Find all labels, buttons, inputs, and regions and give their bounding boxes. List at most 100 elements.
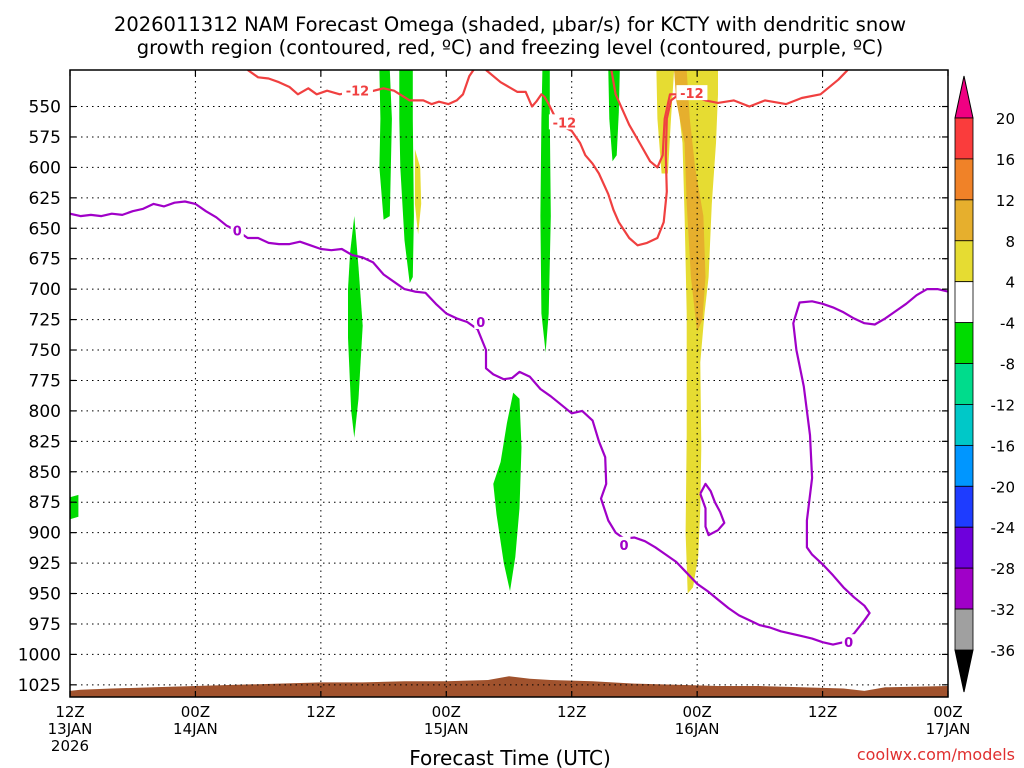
omega-region-rising-14jan-a	[348, 216, 363, 438]
colorbar-extend-bottom	[954, 649, 974, 693]
colorbar-tick-label: -32	[991, 601, 1016, 619]
x-tick-label-time: 00Z	[432, 703, 461, 721]
contour-freezing-level-4	[699, 482, 726, 537]
plot-background	[70, 70, 948, 697]
y-tick-label: 575	[29, 128, 61, 148]
colorbar-bin	[954, 608, 974, 651]
y-tick-label: 1000	[18, 645, 61, 665]
y-tick-label: 850	[29, 463, 61, 483]
contour-label-bg	[548, 114, 580, 130]
plot-area: 0 0 0 0 -12 -12 -12	[69, 69, 949, 698]
colorbar-bin	[954, 404, 974, 446]
colorbar-tick-label: -12	[991, 396, 1016, 414]
contour-dendritic-12-2	[610, 70, 691, 169]
omega-region-rising-15jan-upper	[608, 70, 620, 162]
colorbar-bin	[954, 117, 974, 160]
colorbar-bin	[954, 526, 974, 569]
x-tick-label-date: 13JAN	[48, 720, 93, 738]
colorbar-tick-label: 20	[996, 110, 1015, 128]
x-tick-label-time: 00Z	[682, 703, 711, 721]
chart-title-line2: growth region (contoured, red, ºC) and f…	[137, 36, 884, 59]
colorbar-bin	[954, 281, 974, 324]
colorbar-tick-label: -8	[1000, 356, 1015, 374]
colorbar-bin	[954, 363, 974, 405]
contour-label: -12	[553, 116, 577, 131]
x-tick-label-year: 2026	[51, 737, 89, 755]
watermark: coolwx.com/models	[857, 745, 1015, 764]
contour-label: 0	[619, 539, 628, 554]
y-tick-label: 975	[29, 615, 61, 635]
contour-label: 0	[844, 636, 853, 651]
colorbar-bin	[954, 485, 974, 528]
x-tick-label-time: 12Z	[306, 703, 335, 721]
grid-lines	[70, 70, 948, 697]
colorbar-tick-label: 8	[1005, 233, 1015, 251]
y-tick-label: 825	[29, 432, 61, 452]
y-tick-label: 550	[29, 98, 61, 118]
contour-freezing-level-3	[70, 200, 948, 646]
y-tick-label: 925	[29, 554, 61, 574]
contour-label-bg	[474, 314, 488, 330]
terrain-fill	[70, 676, 948, 697]
contour-label: -12	[680, 87, 704, 102]
x-axis-title: Forecast Time (UTC)	[409, 746, 611, 768]
terrain	[70, 676, 948, 697]
colorbar-bin	[954, 567, 974, 610]
contour-label-bg	[842, 634, 856, 650]
y-tick-label: 1025	[18, 676, 61, 696]
x-tick-label-date: 16JAN	[675, 720, 720, 738]
colorbar-bin	[954, 240, 974, 283]
contour-label: 0	[476, 316, 485, 331]
colorbar-bin	[954, 199, 974, 242]
colorbar-bin	[954, 322, 974, 364]
omega-region-sinking-15jan-small	[414, 149, 422, 235]
colorbar-tick-label: -16	[991, 437, 1016, 455]
colorbar: 20 16 12 8 4 -4 -8 -12 -16 -20 -24 -28 -32 -36	[954, 75, 1016, 693]
colorbar-bin	[954, 158, 974, 201]
y-tick-label: 675	[29, 250, 61, 270]
omega-shading	[70, 70, 718, 594]
chart-title-line1: 2026011312 NAM Forecast Omega (shaded, μ…	[114, 13, 906, 36]
colorbar-tick-label: -28	[991, 560, 1016, 578]
omega-region-rising-east-edge	[70, 494, 79, 520]
x-tick-label-time: 12Z	[557, 703, 586, 721]
colorbar-bin	[954, 444, 974, 487]
x-tick-label-time: 12Z	[55, 703, 84, 721]
colorbar-tick-label: -24	[991, 519, 1016, 537]
x-tick-label-date: 17JAN	[926, 720, 971, 738]
x-tick-label-date: 14JAN	[173, 720, 218, 738]
y-tick-label: 800	[29, 402, 61, 422]
contour-label-bg	[676, 85, 708, 101]
colorbar-extend-top	[954, 75, 974, 119]
y-tick-label: 700	[29, 280, 61, 300]
y-tick-label: 625	[29, 189, 61, 209]
y-tick-label: 600	[29, 158, 61, 178]
contour-label-bg	[617, 536, 631, 552]
y-tick-label: 775	[29, 371, 61, 391]
omega-region-rising-14jan-b	[379, 70, 392, 220]
colorbar-tick-label: 16	[996, 151, 1015, 169]
colorbar-tick-label: 12	[996, 192, 1015, 210]
colorbar-tick-label: -36	[991, 642, 1016, 660]
contours: 0 0 0 0 -12 -12 -12	[70, 70, 948, 651]
plot-frame	[69, 69, 949, 698]
x-tick-label-time: 12Z	[808, 703, 837, 721]
x-tick-label-time: 00Z	[933, 703, 962, 721]
y-tick-label: 650	[29, 219, 61, 239]
y-tick-label: 875	[29, 493, 61, 513]
omega-region-sinking-16jan-core	[674, 70, 706, 332]
y-tick-label: 725	[29, 311, 61, 331]
x-tick-label-date: 15JAN	[424, 720, 469, 738]
omega-region-rising-15jan-low	[493, 392, 522, 592]
x-tick-label-time: 00Z	[181, 703, 210, 721]
omega-region-rising-14jan-c	[399, 70, 414, 284]
y-axis: 550 575 600 625 650 675 700 725 750 775 800 825 850 8…	[18, 98, 948, 696]
y-tick-label: 750	[29, 341, 61, 361]
y-tick-label: 950	[29, 585, 61, 605]
colorbar-tick-label: -20	[991, 478, 1016, 496]
contour-label-bg	[341, 82, 373, 98]
colorbar-tick-label: 4	[1005, 274, 1015, 292]
y-tick-label: 900	[29, 524, 61, 544]
